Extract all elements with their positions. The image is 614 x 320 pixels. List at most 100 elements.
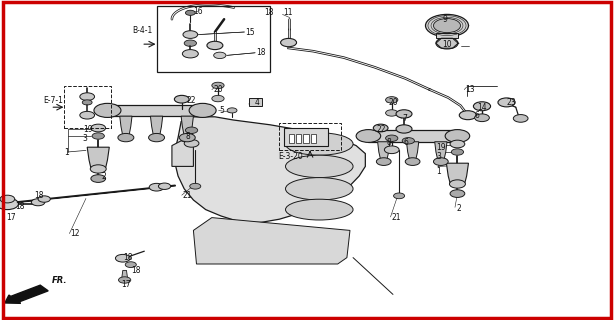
- Text: 18: 18: [15, 202, 25, 211]
- Bar: [249, 98, 262, 106]
- Text: 15: 15: [246, 28, 255, 36]
- Polygon shape: [378, 142, 390, 160]
- Text: 17: 17: [122, 280, 131, 289]
- Circle shape: [227, 108, 237, 113]
- Circle shape: [179, 133, 195, 142]
- Bar: [303, 134, 309, 143]
- Circle shape: [0, 198, 18, 210]
- Circle shape: [190, 183, 201, 189]
- Circle shape: [149, 183, 164, 191]
- Text: 22: 22: [377, 125, 386, 134]
- Text: 5: 5: [220, 106, 225, 115]
- Polygon shape: [150, 116, 163, 136]
- Bar: [436, 33, 458, 38]
- Circle shape: [498, 98, 515, 107]
- Text: 18: 18: [257, 48, 266, 57]
- Circle shape: [182, 50, 198, 58]
- Circle shape: [451, 149, 464, 155]
- Circle shape: [394, 193, 405, 199]
- Circle shape: [445, 130, 470, 142]
- Polygon shape: [87, 147, 109, 168]
- Circle shape: [436, 37, 458, 49]
- Circle shape: [386, 110, 398, 116]
- Polygon shape: [193, 218, 350, 264]
- Circle shape: [185, 127, 198, 133]
- Polygon shape: [120, 116, 132, 136]
- Text: 10: 10: [442, 40, 452, 49]
- Text: 8: 8: [386, 138, 391, 147]
- Text: E-7-1: E-7-1: [43, 96, 63, 105]
- Text: 19: 19: [436, 143, 446, 152]
- Text: 1: 1: [436, 167, 441, 176]
- Circle shape: [119, 277, 131, 283]
- Circle shape: [402, 138, 414, 144]
- Circle shape: [473, 102, 491, 111]
- Text: 23: 23: [507, 98, 516, 107]
- Bar: [284, 128, 328, 146]
- Text: B-4-1: B-4-1: [132, 26, 152, 35]
- Circle shape: [475, 114, 489, 122]
- Bar: [107, 105, 203, 116]
- Circle shape: [184, 140, 199, 147]
- Circle shape: [405, 158, 420, 165]
- Text: 7: 7: [402, 114, 407, 123]
- Text: 18: 18: [34, 191, 43, 200]
- Polygon shape: [435, 142, 447, 160]
- Circle shape: [214, 52, 226, 59]
- Circle shape: [183, 31, 198, 38]
- Circle shape: [207, 41, 223, 50]
- Circle shape: [115, 254, 130, 262]
- Text: 22: 22: [186, 96, 195, 105]
- Circle shape: [184, 40, 196, 46]
- FancyArrow shape: [5, 285, 48, 303]
- Circle shape: [91, 175, 106, 182]
- Text: 3: 3: [83, 134, 88, 143]
- Text: 14: 14: [478, 103, 488, 112]
- Circle shape: [356, 130, 381, 142]
- Circle shape: [118, 133, 134, 142]
- Text: 21: 21: [183, 191, 192, 200]
- Circle shape: [174, 95, 189, 103]
- Circle shape: [94, 103, 121, 117]
- Circle shape: [90, 165, 106, 173]
- Text: 21: 21: [392, 213, 401, 222]
- Circle shape: [0, 195, 15, 203]
- Circle shape: [433, 158, 448, 165]
- Ellipse shape: [286, 155, 353, 178]
- Polygon shape: [406, 142, 419, 160]
- Circle shape: [386, 97, 398, 103]
- Circle shape: [31, 199, 45, 206]
- Text: 4: 4: [255, 98, 260, 107]
- Ellipse shape: [286, 178, 353, 200]
- Circle shape: [376, 158, 391, 165]
- Circle shape: [149, 133, 165, 142]
- Circle shape: [373, 124, 388, 132]
- Text: 16: 16: [193, 7, 203, 16]
- Circle shape: [450, 190, 465, 197]
- Circle shape: [80, 111, 95, 119]
- Text: 18: 18: [264, 8, 273, 17]
- Bar: [296, 134, 301, 143]
- Polygon shape: [175, 117, 365, 222]
- Text: 17: 17: [6, 213, 16, 222]
- Circle shape: [212, 95, 224, 102]
- Circle shape: [82, 100, 92, 105]
- Text: 8: 8: [185, 132, 190, 140]
- Text: 18: 18: [131, 266, 140, 275]
- Text: 2: 2: [456, 204, 461, 212]
- Circle shape: [91, 124, 106, 132]
- Polygon shape: [122, 270, 128, 279]
- Bar: [157, 6, 270, 72]
- Circle shape: [513, 115, 528, 122]
- Circle shape: [396, 110, 412, 118]
- Circle shape: [92, 133, 104, 139]
- Bar: [289, 134, 294, 143]
- Circle shape: [281, 38, 297, 47]
- Text: 13: 13: [465, 85, 475, 94]
- Ellipse shape: [286, 133, 353, 155]
- Bar: [368, 130, 457, 142]
- Text: 12: 12: [71, 229, 80, 238]
- Text: 3: 3: [436, 152, 441, 161]
- Text: 18: 18: [123, 253, 132, 262]
- Circle shape: [449, 180, 465, 188]
